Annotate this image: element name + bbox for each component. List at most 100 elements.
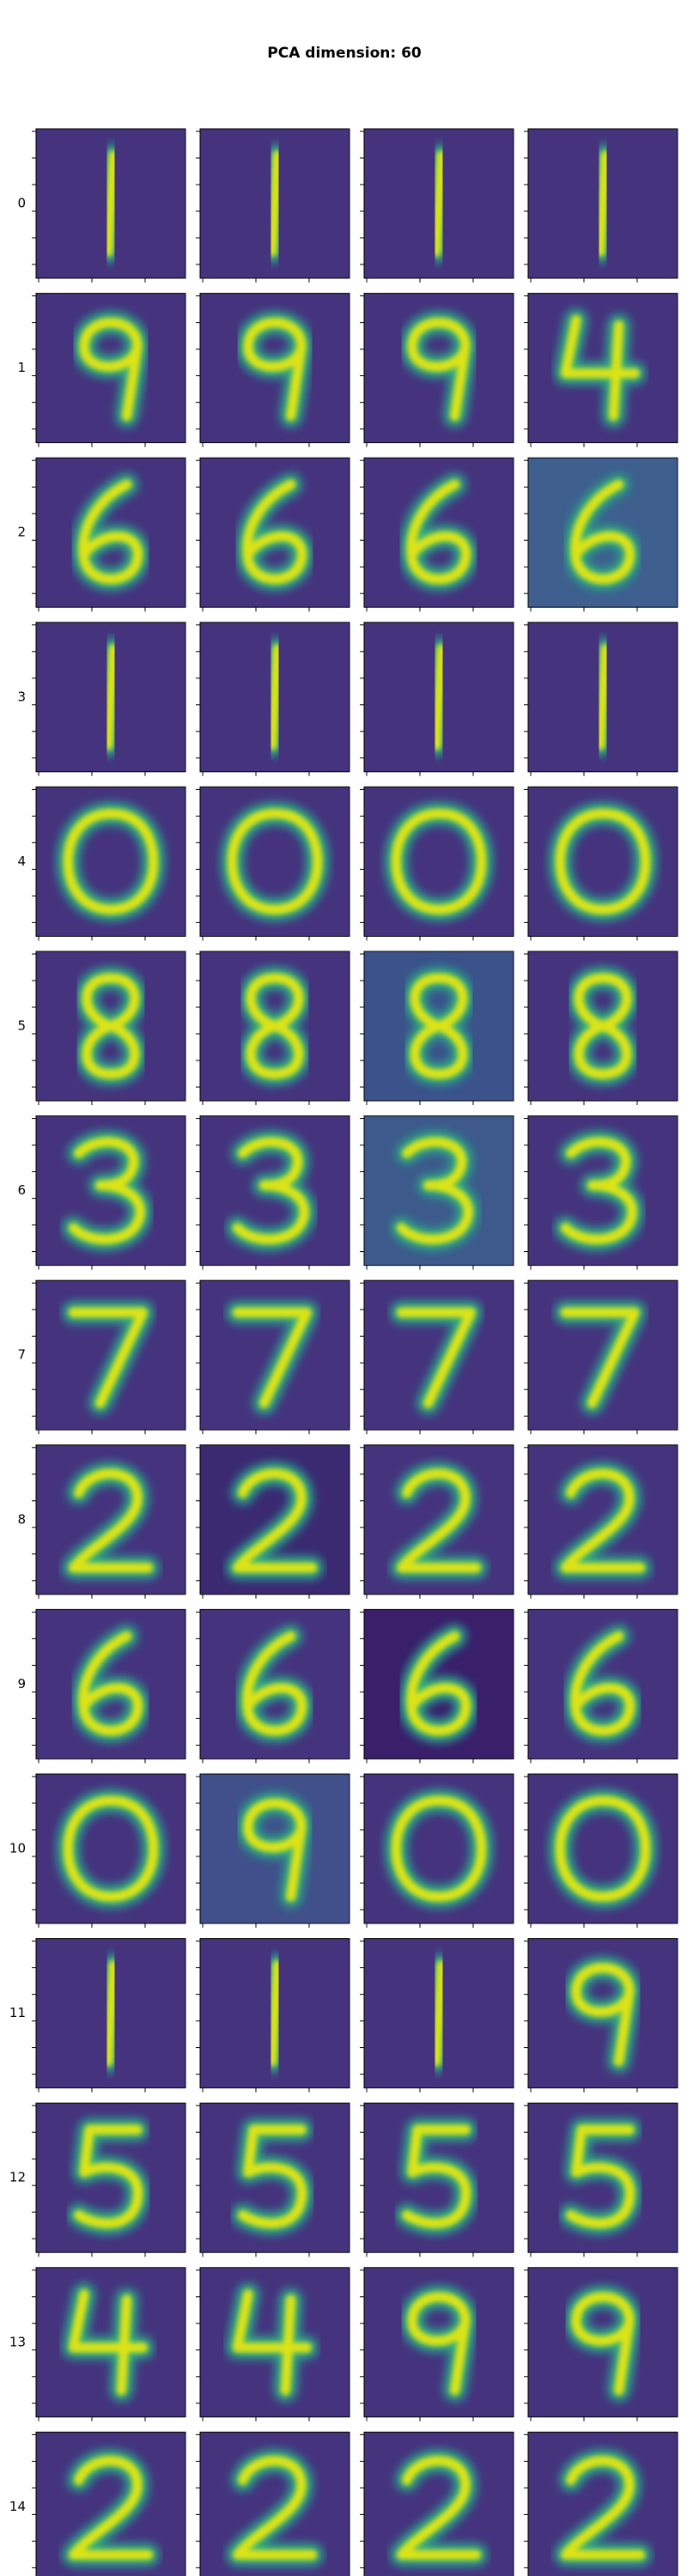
digit-image [61, 1461, 161, 1581]
row-label: 14 [9, 2499, 26, 2514]
tile-frame [199, 1444, 350, 1595]
row-label: 4 [17, 854, 26, 869]
image-tile [196, 128, 350, 283]
tile-frame [363, 622, 514, 773]
tile-frame [199, 1773, 350, 1924]
image-tile [360, 293, 514, 447]
image-tile [360, 622, 514, 776]
tile-frame [35, 1444, 186, 1595]
image-tile [524, 1608, 678, 1764]
image-tile [32, 1444, 186, 1599]
digit-image [225, 2448, 325, 2567]
tile-frame [363, 293, 514, 444]
digit-image [259, 1953, 290, 2074]
tile-frame [527, 2267, 678, 2418]
image-tile [32, 457, 186, 612]
tile-frame [35, 128, 186, 279]
image-tile [196, 1444, 350, 1599]
tile-frame [527, 2431, 678, 2576]
tile-frame [527, 1938, 678, 2089]
row-label: 11 [9, 2005, 26, 2020]
tile-frame [363, 1773, 514, 1924]
row-label: 12 [9, 2170, 26, 2185]
image-tile [32, 2431, 186, 2576]
digit-image [553, 2448, 653, 2567]
digit-image [547, 801, 659, 922]
digit-image [74, 965, 148, 1087]
row-label: 7 [17, 1347, 26, 1363]
tile-frame [199, 128, 350, 279]
digit-image [55, 801, 167, 922]
digit-image [238, 965, 312, 1087]
image-tile [32, 786, 186, 941]
image-tile [524, 128, 678, 283]
image-tile [196, 1279, 350, 1435]
image-tile [360, 1773, 514, 1928]
digit-image [383, 801, 495, 922]
image-tile [360, 2267, 514, 2421]
digit-image [230, 2117, 314, 2236]
image-tile [196, 786, 350, 941]
image-tile [524, 293, 678, 447]
row-label: 0 [17, 196, 26, 211]
digit-image [423, 636, 454, 758]
row-label: 13 [9, 2334, 26, 2349]
image-tile [32, 128, 186, 283]
digit-image [587, 636, 618, 758]
image-tile [360, 2431, 514, 2576]
image-tile [524, 1938, 678, 2093]
digit-image [553, 1129, 645, 1252]
digit-image [563, 2284, 642, 2403]
row-label: 6 [17, 1182, 26, 1198]
digit-image [70, 471, 150, 592]
tile-frame [35, 1608, 186, 1759]
digit-image [553, 1300, 647, 1416]
digit-image [225, 2281, 319, 2403]
image-tile [524, 951, 678, 1105]
digit-image [55, 1788, 167, 1910]
tile-frame [35, 2102, 186, 2253]
row-label: 9 [17, 1676, 26, 1692]
image-tile [32, 1938, 186, 2093]
image-tile [524, 457, 678, 612]
image-tile [196, 1773, 350, 1928]
digit-image [225, 1300, 319, 1416]
digit-image [61, 2448, 161, 2567]
image-tile [196, 2102, 350, 2257]
row-label: 2 [17, 525, 26, 540]
tile-frame [527, 128, 678, 279]
figure-title: PCA dimension: 60 [267, 45, 422, 62]
digit-image [562, 1624, 642, 1743]
digit-image [61, 1129, 153, 1252]
digit-image [389, 1300, 483, 1416]
image-tile [360, 1608, 514, 1764]
tile-frame [35, 1938, 186, 2089]
tile-frame [527, 457, 678, 608]
digit-image [399, 310, 478, 428]
image-tile [32, 1608, 186, 1764]
digit-image [553, 1461, 653, 1581]
image-tile [524, 2102, 678, 2257]
digit-image [95, 1953, 126, 2074]
tile-frame [363, 2267, 514, 2418]
tile-frame [199, 1938, 350, 2089]
image-tile [360, 951, 514, 1105]
row-label: 5 [17, 1018, 26, 1034]
tile-frame [363, 2431, 514, 2576]
tile-frame [199, 786, 350, 937]
tile-frame [363, 1279, 514, 1431]
digit-image [553, 307, 647, 428]
tile-frame [199, 457, 350, 608]
tile-frame [527, 293, 678, 444]
image-tile [196, 622, 350, 776]
tile-frame [199, 622, 350, 773]
digit-image [235, 1790, 314, 1910]
image-tile [32, 1773, 186, 1928]
tile-frame [527, 1444, 678, 1595]
tile-frame [363, 2102, 514, 2253]
row-label: 8 [17, 1511, 26, 1527]
tile-frame [527, 622, 678, 773]
image-tile [196, 2267, 350, 2421]
digit-image [61, 2281, 155, 2403]
